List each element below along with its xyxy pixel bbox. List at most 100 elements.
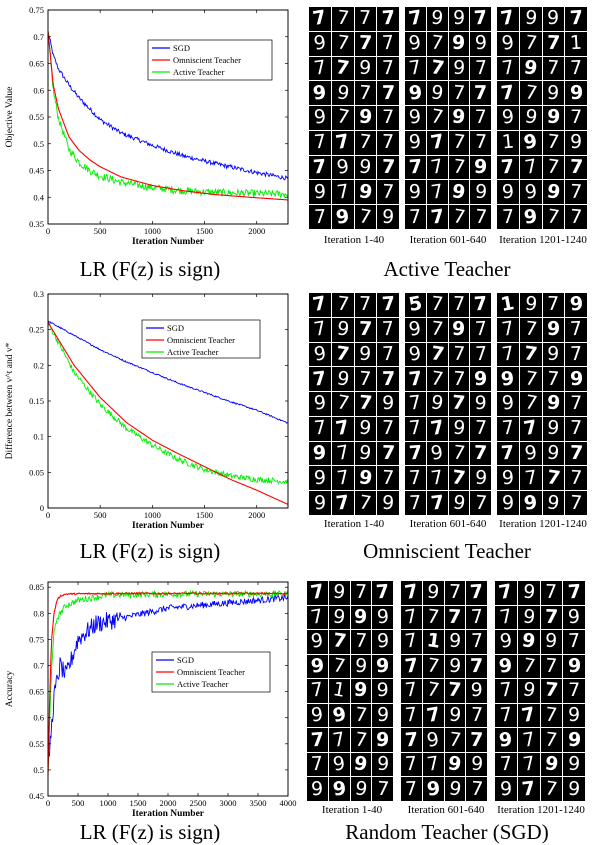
grid-caption: Iteration 601-640 (409, 518, 487, 530)
digit-glyph: 9 (450, 180, 468, 204)
digit-cell: 9 (372, 679, 393, 703)
legend-label: Active Teacher (173, 67, 225, 77)
x-tick-label: 0 (46, 226, 50, 236)
digit-glyph: 9 (452, 7, 466, 30)
digit-cell: 9 (542, 7, 565, 31)
digit-glyph: 9 (358, 155, 373, 179)
grid-caption: Iteration 1-40 (321, 804, 383, 816)
legend-label: Active Teacher (177, 679, 229, 689)
digit-cell: 7 (405, 491, 426, 515)
digit-cell: 7 (426, 130, 448, 155)
x-tick-label: 3500 (250, 798, 267, 808)
digit-glyph: 7 (546, 56, 561, 80)
digit-glyph: 7 (522, 342, 539, 366)
digit-glyph: 9 (311, 81, 328, 105)
digit-glyph: 7 (448, 581, 462, 604)
digit-cell: 9 (517, 581, 540, 605)
digit-glyph: 9 (310, 777, 324, 800)
digit-glyph: 7 (470, 630, 484, 653)
digit-cell: 9 (331, 81, 354, 106)
x-tick-label: 3000 (220, 798, 237, 808)
digit-glyph: 9 (473, 367, 488, 390)
digit-glyph: 9 (470, 679, 483, 702)
digit-glyph: 7 (545, 466, 562, 490)
digit-glyph: 7 (473, 293, 488, 316)
digit-glyph: 1 (569, 31, 583, 55)
y-tick-label: 0.75 (29, 5, 44, 15)
digit-glyph: 7 (546, 367, 561, 391)
digit-glyph: 7 (334, 491, 351, 515)
digit-cell: 7 (542, 56, 565, 81)
digit-cell: 7 (542, 31, 565, 56)
digit-glyph: 7 (569, 417, 583, 440)
digit-cell: 7 (565, 416, 587, 441)
digit-glyph: 7 (569, 317, 583, 341)
digit-cell: 7 (565, 7, 587, 31)
digit-cell: 9 (470, 466, 491, 491)
digit-glyph: 7 (429, 155, 445, 179)
digit-cell: 9 (444, 752, 466, 777)
legend-label: Omniscient Teacher (173, 55, 241, 65)
digit-cell: 7 (309, 56, 331, 81)
digit-glyph: 9 (446, 752, 464, 776)
series-line-sgd (47, 594, 289, 764)
digit-cell: 9 (542, 342, 565, 367)
digit-cell: 9 (517, 630, 540, 654)
digit-glyph: 9 (567, 605, 581, 629)
x-tick-label: 1500 (196, 510, 213, 520)
digit-cell: 9 (470, 155, 491, 180)
digit-glyph: 9 (309, 630, 325, 654)
series-line-sgd (47, 320, 289, 424)
digit-glyph: 7 (569, 491, 583, 515)
digit-glyph: 7 (547, 293, 560, 316)
digit-glyph: 9 (501, 466, 515, 490)
digit-glyph: 7 (358, 367, 373, 391)
digit-cell: 9 (542, 180, 565, 205)
series-line-active-teacher (47, 321, 289, 485)
digit-glyph: 9 (331, 777, 347, 801)
digit-glyph: 9 (545, 106, 561, 130)
digit-cell: 1 (328, 679, 350, 703)
digit-cell: 7 (354, 205, 377, 229)
digit-glyph: 7 (335, 31, 351, 55)
digit-glyph: 9 (473, 31, 488, 55)
digit-cell: 9 (331, 317, 354, 342)
digit-cell: 7 (331, 293, 354, 317)
digit-glyph: 9 (335, 317, 351, 341)
digit-glyph: 9 (312, 106, 327, 130)
digit-cell: 7 (519, 155, 542, 180)
legend-label: SGD (177, 655, 194, 665)
digit-cell: 9 (495, 630, 517, 654)
digit-cell: 7 (565, 56, 587, 81)
digit-glyph: 9 (407, 31, 423, 55)
digit-cell: 7 (542, 205, 565, 229)
digit-glyph: 1 (499, 293, 517, 317)
digit-glyph: 7 (500, 155, 516, 179)
digit-glyph: 7 (312, 56, 328, 80)
digit-glyph: 9 (546, 342, 561, 366)
digit-cell: 7 (377, 130, 399, 155)
digit-cell: 9 (519, 293, 542, 317)
digit-glyph: 7 (498, 679, 513, 703)
digit-cell: 7 (377, 180, 399, 205)
digit-glyph: 7 (569, 205, 583, 229)
digit-glyph: 7 (523, 317, 539, 341)
digit-cell: 9 (354, 441, 377, 466)
digit-glyph: 9 (332, 581, 347, 604)
digit-cell: 7 (497, 441, 519, 466)
digit-cell: 7 (495, 679, 517, 703)
digit-glyph: 7 (381, 81, 395, 104)
digit-glyph: 7 (403, 630, 419, 654)
y-tick-label: 0.85 (29, 582, 44, 592)
digit-glyph: 7 (429, 342, 446, 366)
digit-glyph: 9 (429, 441, 445, 465)
digit-cell: 7 (401, 605, 422, 630)
digit-cell: 7 (422, 654, 444, 679)
digit-glyph: 9 (569, 81, 583, 104)
digit-cell: 7 (350, 703, 372, 728)
digit-glyph: 9 (376, 630, 390, 653)
digit-glyph: 7 (408, 466, 422, 490)
digit-cell: 7 (497, 205, 519, 229)
